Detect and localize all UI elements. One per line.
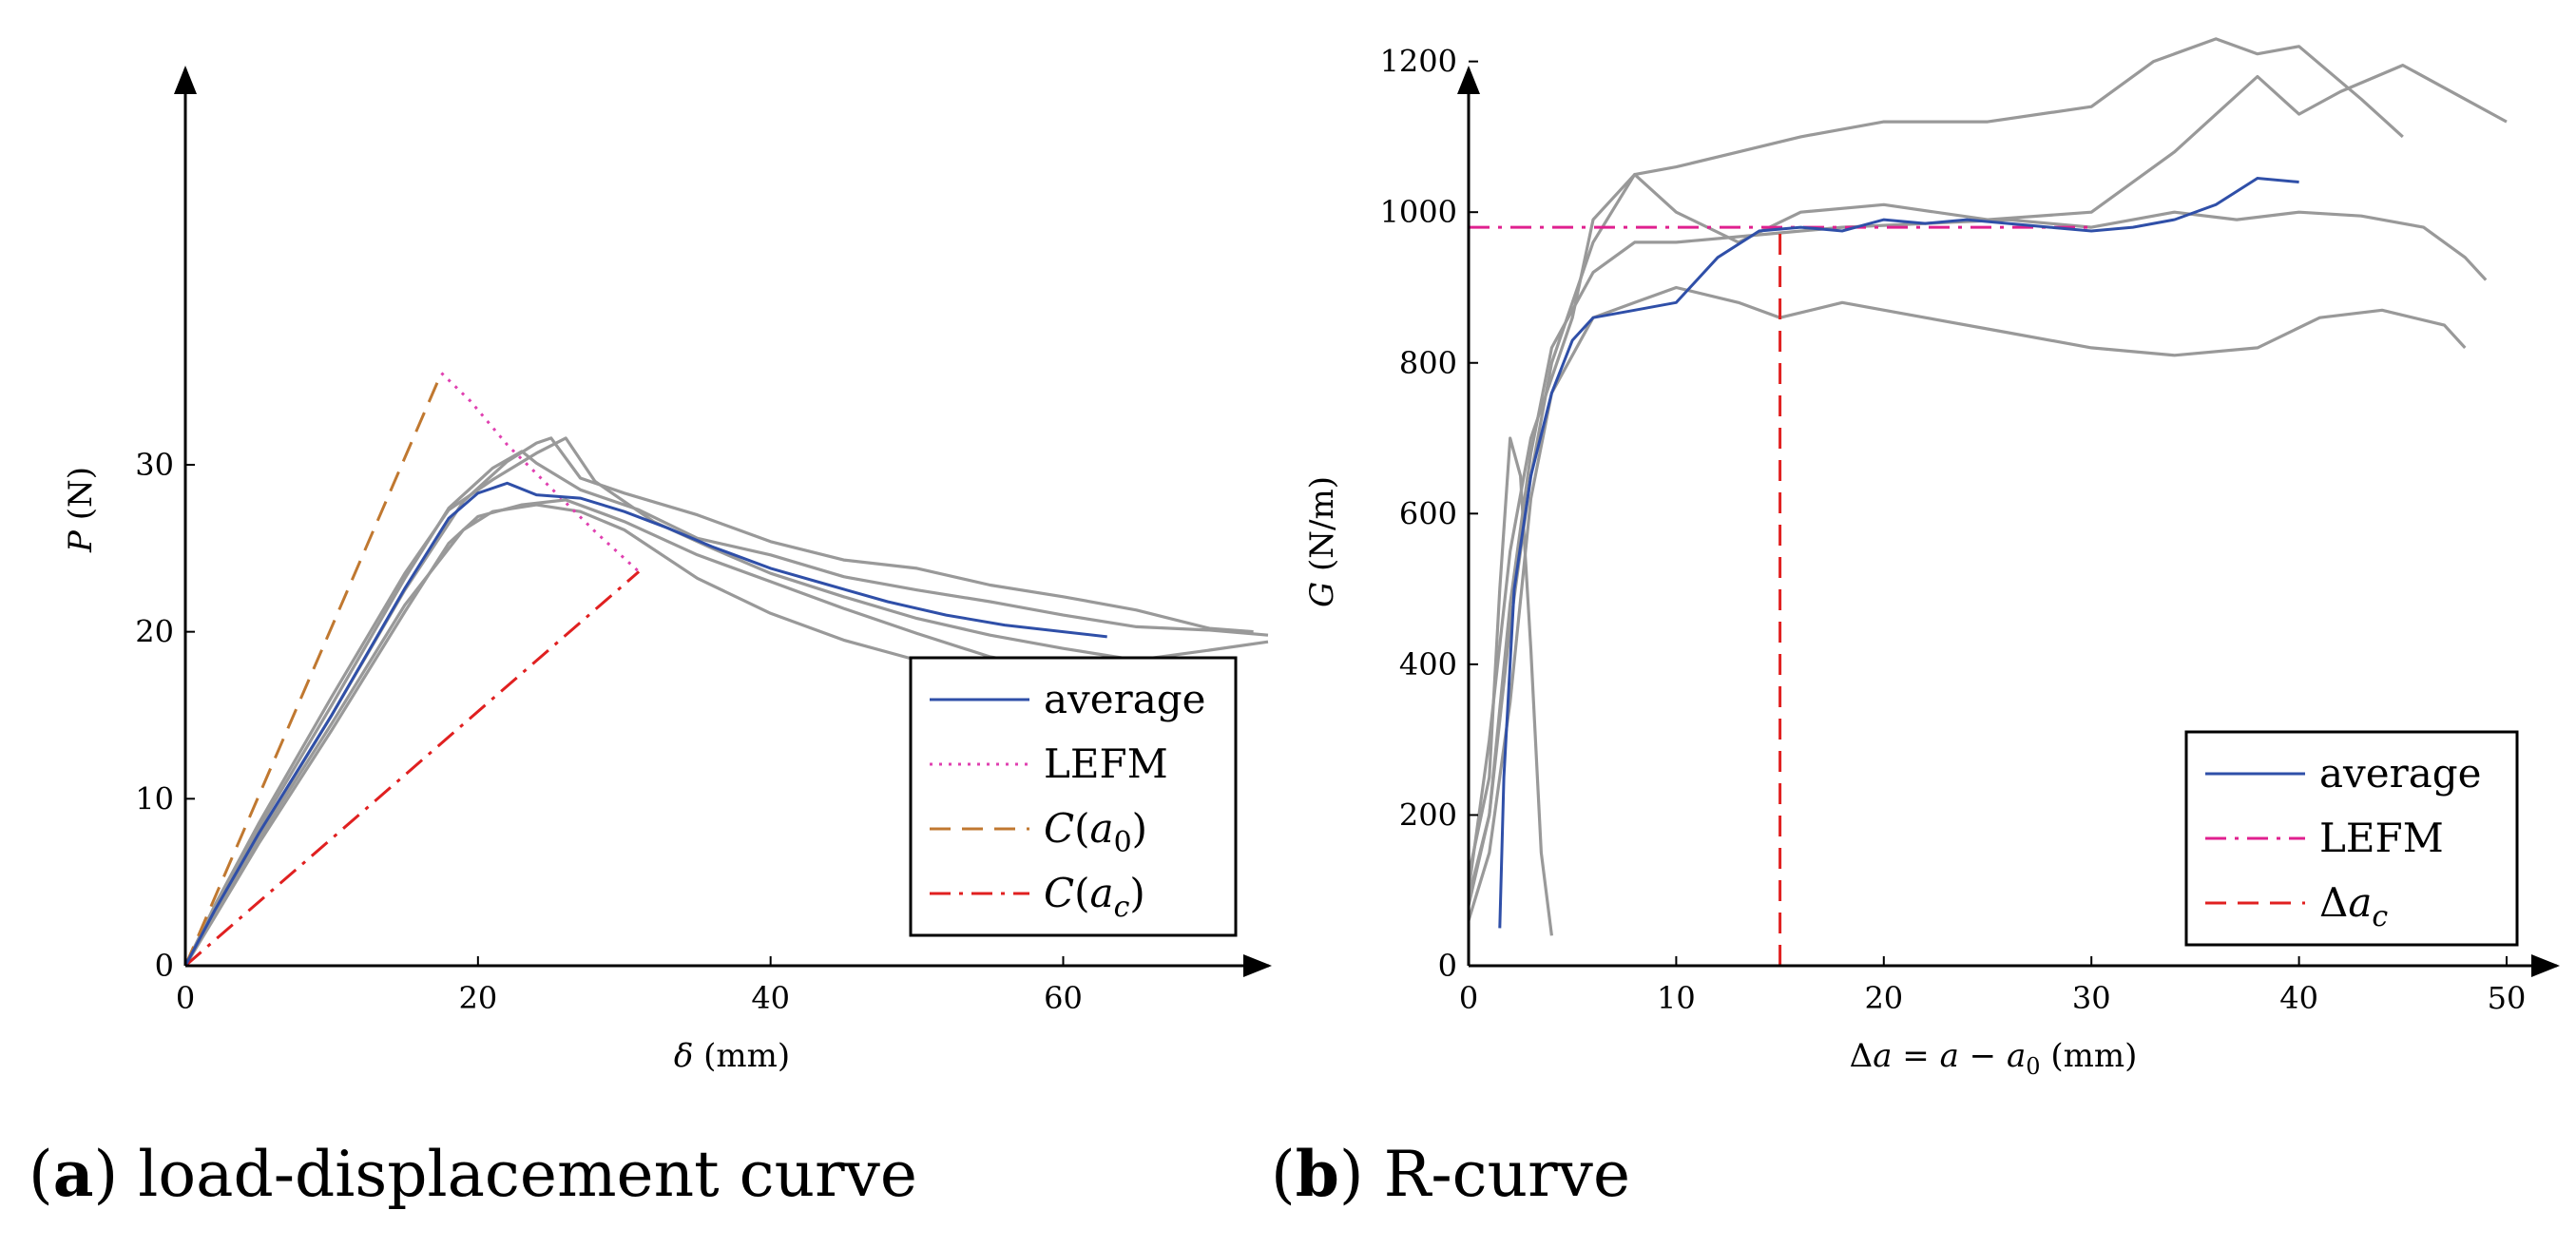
chartb-legend-box <box>2184 730 2519 947</box>
chart-b-series <box>1469 176 2299 966</box>
chartb-x-tick-label-50: 50 <box>2488 980 2527 1016</box>
caption-b: (b) R-curve <box>1271 1137 1630 1211</box>
chart-a-series <box>183 372 1107 968</box>
charta-x-tick-label-40: 40 <box>751 980 790 1016</box>
chartb-x-tick-label-20: 20 <box>1864 980 1903 1016</box>
chart-b-r-curve: 0 10 20 30 40 50 0 200 400 600 800 1000 1200 Δa = a … <box>1303 37 2560 1080</box>
chart-a-y-axis-label: P (N) <box>62 467 100 553</box>
charta-specimen-4 <box>183 436 1269 967</box>
charta-legend-box <box>909 656 1238 937</box>
charta-series-c-a0 <box>183 372 443 967</box>
chart-b-ticks: 0 10 20 30 40 50 0 200 400 600 800 1000 1200 <box>1380 44 2527 1016</box>
charta-y-tick-label-0: 0 <box>155 948 174 984</box>
chartb-series-average <box>1498 176 2299 929</box>
chartb-y-tick-label-1200: 1200 <box>1380 44 1457 80</box>
chartb-legend-label-lefm: LEFM <box>2319 815 2444 861</box>
chart-a-ticks: 0 20 40 60 0 10 20 30 <box>135 447 1083 1016</box>
charta-x-tick-label-60: 60 <box>1044 980 1083 1016</box>
chartb-y-tick-label-600: 600 <box>1399 495 1457 531</box>
charta-series-c-ac <box>184 570 641 968</box>
chart-b-legend: average LEFM Δac <box>2184 730 2519 947</box>
charta-series-lefm <box>440 372 641 573</box>
charta-x-tick-label-20: 20 <box>458 980 497 1016</box>
chartb-legend-label-average: average <box>2319 750 2481 797</box>
chart-a-axes <box>174 66 1272 977</box>
chartb-x-tick-label-40: 40 <box>2279 980 2318 1016</box>
chartb-specimen-5 <box>1467 210 2488 898</box>
chart-b-x-axis-label: Δa = a − a0 (mm) <box>1850 1037 2138 1080</box>
charta-y-tick-label-10: 10 <box>135 780 174 817</box>
chart-b-specimen-curves <box>1467 37 2508 936</box>
chart-a-load-displacement: 0 20 40 60 0 10 20 30 δ (mm) P (N) average LEFM C… <box>62 66 1272 1075</box>
charta-y-tick-label-30: 30 <box>135 447 174 483</box>
chartb-y-tick-label-200: 200 <box>1399 797 1457 833</box>
caption-a: (a) load-displacement curve <box>29 1137 917 1211</box>
chart-b-y-axis-label: G (N/m) <box>1303 476 1341 607</box>
charta-legend-label-c-a0: C(a0) <box>1044 805 1147 859</box>
chartb-y-tick-label-800: 800 <box>1399 345 1457 381</box>
charta-x-tick-label-0: 0 <box>176 980 195 1016</box>
chartb-y-tick-label-1000: 1000 <box>1380 194 1457 230</box>
charta-legend-label-c-ac: C(ac) <box>1044 870 1145 924</box>
chart-a-x-axis-label: δ (mm) <box>674 1037 790 1075</box>
chart-a-legend: average LEFM C(a0) C(ac) <box>909 656 1238 937</box>
chartb-x-tick-label-30: 30 <box>2072 980 2111 1016</box>
chartb-y-tick-label-400: 400 <box>1399 646 1457 682</box>
chart-b-axes <box>1457 66 2560 977</box>
charta-y-tick-label-20: 20 <box>135 614 174 650</box>
chartb-y-tick-label-0: 0 <box>1438 948 1457 984</box>
chartb-x-tick-label-0: 0 <box>1459 980 1478 1016</box>
charta-legend-label-average: average <box>1044 676 1205 722</box>
chartb-x-tick-label-10: 10 <box>1657 980 1696 1016</box>
charta-legend-label-lefm: LEFM <box>1044 740 1168 787</box>
chartb-legend-label-delta-ac: Δac <box>2319 879 2388 933</box>
charta-specimen-1 <box>183 450 1269 967</box>
chartb-specimen-4 <box>1467 285 2467 921</box>
chartb-specimen-1 <box>1467 63 2508 906</box>
chartb-specimen-3 <box>1467 436 1553 936</box>
charta-series-average <box>183 481 1107 967</box>
